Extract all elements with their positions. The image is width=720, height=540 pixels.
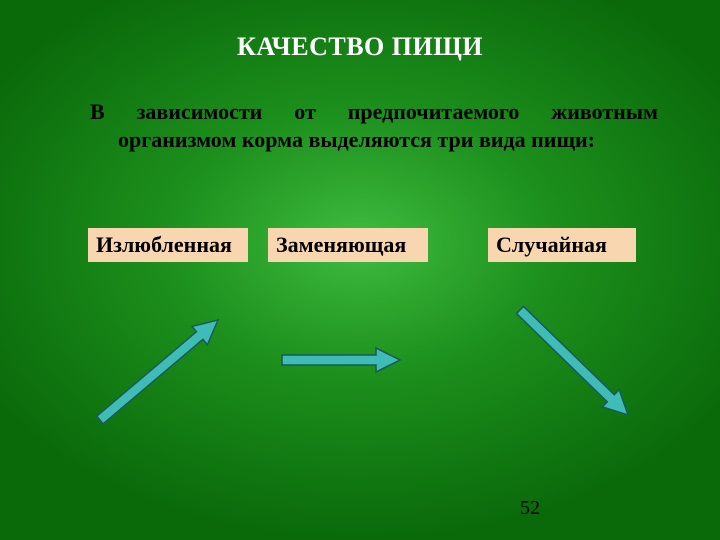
- arrow-2: [517, 306, 629, 415]
- slide: КАЧЕСТВО ПИЩИ В зависимости от предпочит…: [0, 0, 720, 540]
- arrows-layer: [0, 0, 720, 540]
- arrow-0: [97, 320, 218, 424]
- page-number: 52: [520, 497, 540, 520]
- arrow-1: [282, 348, 400, 372]
